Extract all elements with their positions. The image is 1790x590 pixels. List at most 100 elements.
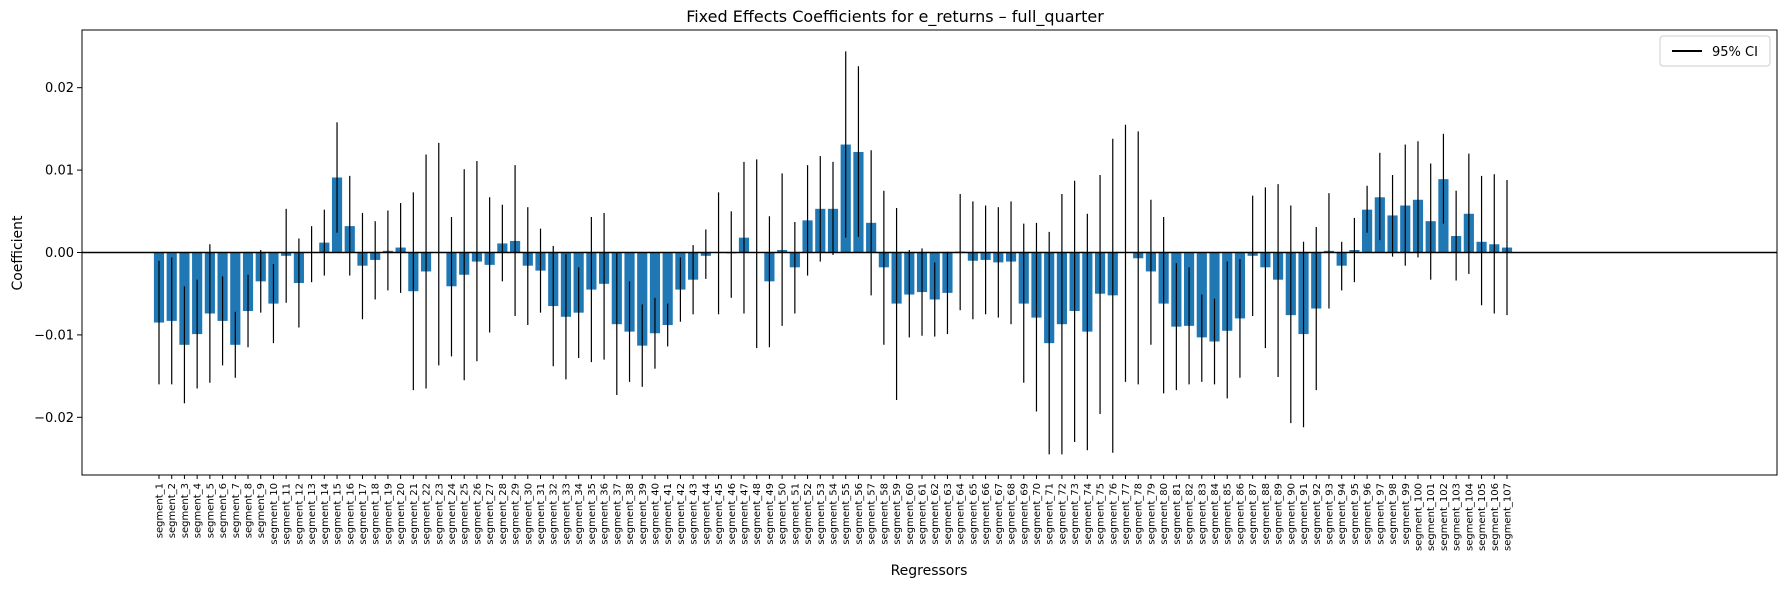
x-tick-label-segment_96: segment_96 (1363, 483, 1374, 545)
x-axis-ticks: segment_1 segment_2 segment_3 segment_4 segm… (155, 475, 1514, 551)
x-tick-label-segment_104: segment_104 (1464, 483, 1475, 551)
x-tick-label-segment_57: segment_57 (867, 483, 878, 545)
bar-segment_41 (662, 252, 673, 326)
x-tick-label-segment_101: segment_101 (1426, 483, 1437, 551)
x-tick-label-segment_87: segment_87 (1248, 483, 1259, 545)
x-tick-label-segment_107: segment_107 (1503, 483, 1514, 551)
x-tick-label-segment_83: segment_83 (1197, 483, 1208, 545)
x-tick-label-segment_58: segment_58 (879, 483, 890, 545)
x-tick-label-segment_97: segment_97 (1375, 483, 1386, 545)
x-tick-label-segment_61: segment_61 (918, 483, 929, 545)
x-tick-label-segment_19: segment_19 (383, 483, 394, 545)
x-tick-label-segment_100: segment_100 (1413, 483, 1424, 551)
x-tick-label-segment_17: segment_17 (358, 483, 369, 545)
bar-segment_7 (230, 252, 241, 345)
x-tick-label-segment_51: segment_51 (790, 483, 801, 545)
x-tick-label-segment_77: segment_77 (1121, 483, 1132, 545)
x-tick-label-segment_93: segment_93 (1324, 483, 1335, 545)
x-tick-label-segment_24: segment_24 (447, 483, 458, 545)
x-tick-label-segment_40: segment_40 (650, 483, 661, 545)
x-tick-label-segment_91: segment_91 (1299, 483, 1310, 545)
x-tick-label-segment_54: segment_54 (829, 483, 840, 545)
bar-segment_40 (649, 252, 661, 334)
x-tick-label-segment_99: segment_99 (1401, 483, 1412, 545)
errorbars-layer (158, 51, 1508, 455)
x-tick-label-segment_55: segment_55 (841, 483, 852, 545)
x-tick-label-segment_43: segment_43 (689, 483, 700, 545)
x-tick-label-segment_80: segment_80 (1159, 483, 1170, 545)
legend: 95% CI (1659, 35, 1771, 67)
x-tick-label-segment_15: segment_15 (333, 483, 344, 545)
x-tick-label-segment_73: segment_73 (1070, 483, 1081, 545)
x-tick-label-segment_66: segment_66 (981, 483, 992, 545)
x-tick-label-segment_88: segment_88 (1261, 483, 1272, 545)
x-tick-label-segment_105: segment_105 (1477, 483, 1488, 551)
x-tick-label-segment_67: segment_67 (994, 483, 1005, 545)
x-tick-label-segment_6: segment_6 (218, 483, 229, 538)
x-tick-label-segment_98: segment_98 (1388, 483, 1399, 545)
x-tick-label-segment_50: segment_50 (778, 483, 789, 545)
y-axis-ticks: −0.02 −0.01 0.00 0.01 0.02 (34, 81, 82, 426)
x-tick-label-segment_13: segment_13 (307, 483, 318, 545)
x-axis-label: Regressors (891, 563, 968, 579)
x-tick-label-segment_62: segment_62 (930, 483, 941, 545)
x-tick-label-segment_22: segment_22 (422, 483, 433, 545)
x-tick-label-segment_9: segment_9 (256, 483, 267, 538)
x-tick-label-segment_72: segment_72 (1057, 483, 1068, 545)
x-tick-label-segment_42: segment_42 (676, 483, 687, 545)
x-tick-label-segment_49: segment_49 (765, 483, 776, 545)
x-tick-label-segment_1: segment_1 (155, 483, 166, 538)
x-tick-label-segment_94: segment_94 (1337, 483, 1348, 545)
x-tick-label-segment_35: segment_35 (587, 483, 598, 545)
x-tick-label-segment_64: segment_64 (956, 483, 967, 545)
x-tick-label-segment_4: segment_4 (193, 483, 204, 538)
x-tick-label-segment_63: segment_63 (943, 483, 954, 545)
x-tick-label-segment_90: segment_90 (1286, 483, 1297, 545)
x-tick-label-segment_27: segment_27 (485, 483, 496, 545)
x-tick-label-segment_70: segment_70 (1032, 483, 1043, 545)
x-tick-label-segment_103: segment_103 (1452, 483, 1463, 551)
x-tick-label-segment_46: segment_46 (727, 483, 738, 545)
x-tick-label-segment_69: segment_69 (1019, 483, 1030, 545)
x-tick-label-segment_106: segment_106 (1490, 483, 1501, 551)
y-tick-label: 0.01 (45, 164, 74, 179)
x-tick-label-segment_65: segment_65 (968, 483, 979, 545)
x-tick-label-segment_31: segment_31 (536, 483, 547, 545)
y-axis-label: Coefficient (10, 215, 26, 291)
x-tick-label-segment_33: segment_33 (561, 483, 572, 545)
x-tick-label-segment_75: segment_75 (1096, 483, 1107, 545)
y-tick-label: 0.02 (45, 81, 74, 96)
x-tick-label-segment_29: segment_29 (511, 483, 522, 545)
x-tick-label-segment_48: segment_48 (752, 483, 763, 545)
x-tick-label-segment_26: segment_26 (472, 483, 483, 545)
y-tick-label: −0.02 (34, 411, 74, 426)
x-tick-label-segment_95: segment_95 (1350, 483, 1361, 545)
y-tick-label: 0.00 (45, 246, 74, 261)
x-tick-label-segment_47: segment_47 (739, 483, 750, 545)
x-tick-label-segment_86: segment_86 (1235, 483, 1246, 545)
bar-segment_84 (1209, 252, 1220, 342)
x-tick-label-segment_30: segment_30 (523, 483, 534, 545)
legend-box (1659, 35, 1771, 67)
x-tick-label-segment_44: segment_44 (701, 483, 712, 545)
x-tick-label-segment_102: segment_102 (1439, 483, 1450, 551)
x-tick-label-segment_7: segment_7 (231, 483, 242, 538)
x-tick-label-segment_2: segment_2 (167, 483, 178, 538)
x-tick-label-segment_74: segment_74 (1083, 483, 1094, 545)
x-tick-label-segment_5: segment_5 (205, 483, 216, 538)
x-tick-label-segment_92: segment_92 (1312, 483, 1323, 545)
x-tick-label-segment_79: segment_79 (1146, 483, 1157, 545)
x-tick-label-segment_28: segment_28 (498, 483, 509, 545)
x-tick-label-segment_60: segment_60 (905, 483, 916, 545)
x-tick-label-segment_52: segment_52 (803, 483, 814, 545)
x-tick-label-segment_10: segment_10 (269, 483, 280, 545)
y-tick-label: −0.01 (34, 328, 74, 343)
x-tick-label-segment_45: segment_45 (714, 483, 725, 545)
x-tick-label-segment_68: segment_68 (1007, 483, 1018, 545)
x-tick-label-segment_84: segment_84 (1210, 483, 1221, 545)
x-tick-label-segment_37: segment_37 (612, 483, 623, 545)
x-tick-label-segment_71: segment_71 (1045, 483, 1056, 545)
x-tick-label-segment_18: segment_18 (371, 483, 382, 545)
x-tick-label-segment_78: segment_78 (1134, 483, 1145, 545)
